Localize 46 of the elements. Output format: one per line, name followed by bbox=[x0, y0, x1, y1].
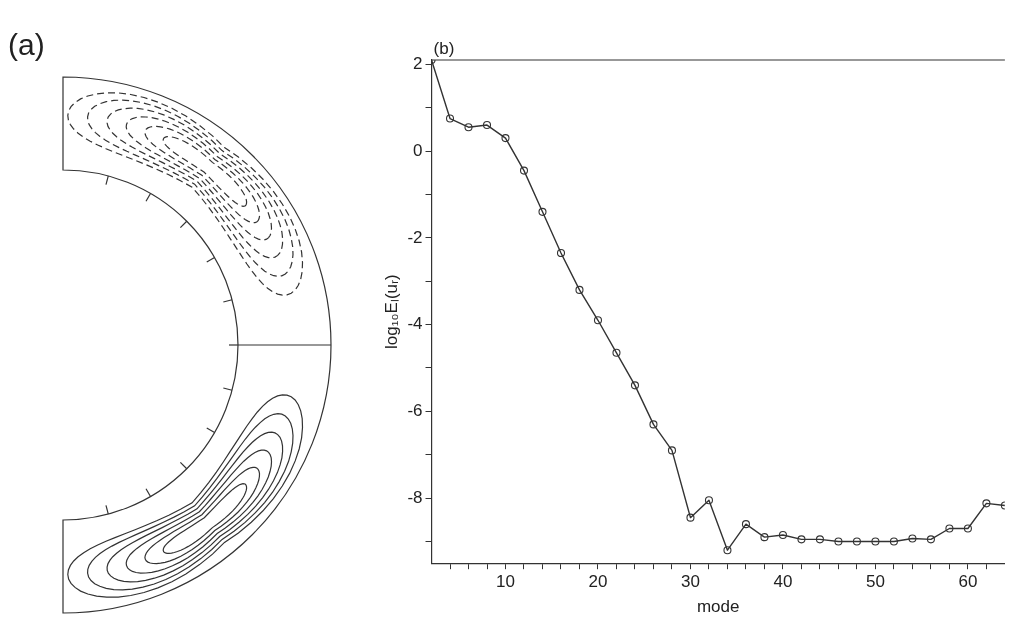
chart-title: (b) bbox=[433, 39, 455, 59]
point bbox=[815, 535, 824, 544]
point bbox=[908, 534, 917, 543]
point bbox=[667, 446, 677, 455]
point bbox=[464, 123, 473, 132]
y-axis-title: log₁₀Eₗ(uᵣ) bbox=[381, 274, 401, 349]
x-tick-label: 30 bbox=[681, 572, 700, 592]
point bbox=[871, 537, 880, 546]
y-tick-label: -6 bbox=[407, 401, 423, 421]
point bbox=[834, 537, 843, 546]
point bbox=[778, 530, 787, 540]
y-tick-label: 2 bbox=[413, 54, 423, 74]
point bbox=[760, 533, 769, 542]
point bbox=[982, 499, 991, 508]
y-tick-label: 0 bbox=[413, 140, 423, 160]
point bbox=[445, 114, 455, 123]
x-tick-label: 10 bbox=[496, 572, 515, 592]
x-tick-label: 60 bbox=[958, 572, 978, 592]
point bbox=[519, 166, 529, 175]
point bbox=[852, 537, 861, 546]
text: (a) bbox=[8, 28, 45, 62]
point bbox=[593, 316, 603, 325]
point bbox=[926, 535, 935, 544]
point bbox=[945, 524, 954, 533]
point bbox=[556, 248, 566, 258]
point bbox=[575, 285, 584, 294]
point bbox=[686, 513, 695, 522]
point bbox=[630, 381, 640, 390]
x-tick-label: 20 bbox=[588, 572, 608, 592]
point bbox=[889, 537, 898, 546]
point bbox=[538, 207, 547, 216]
point bbox=[501, 134, 510, 143]
point bbox=[963, 524, 972, 533]
x-axis-title: mode bbox=[696, 597, 740, 617]
x-tick-label: 50 bbox=[865, 572, 885, 592]
point bbox=[741, 520, 750, 529]
point bbox=[482, 121, 492, 130]
point bbox=[723, 546, 732, 555]
x-tick-label: 40 bbox=[773, 572, 793, 592]
point bbox=[704, 496, 714, 505]
point bbox=[797, 535, 806, 544]
y-tick-label: -4 bbox=[407, 314, 423, 334]
y-tick-label: -2 bbox=[407, 227, 423, 247]
point bbox=[649, 420, 658, 429]
y-tick-label: -8 bbox=[407, 487, 423, 507]
point bbox=[612, 348, 621, 357]
